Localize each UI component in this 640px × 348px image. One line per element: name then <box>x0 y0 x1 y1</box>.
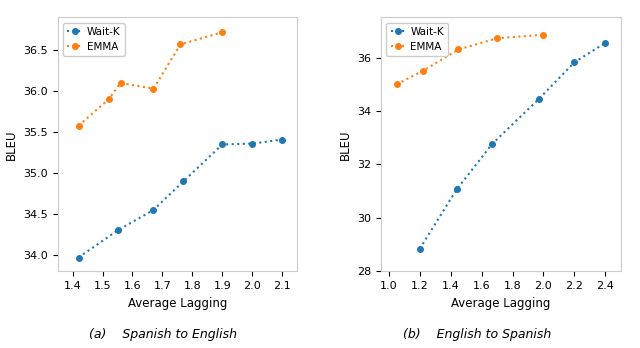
Wait-K <box>453 187 461 191</box>
EMMA <box>218 30 226 34</box>
EMMA <box>540 33 547 37</box>
Legend: Wait-K, EMMA: Wait-K, EMMA <box>387 23 448 56</box>
Legend: Wait-K, EMMA: Wait-K, EMMA <box>63 23 125 56</box>
EMMA <box>177 42 184 47</box>
X-axis label: Average Lagging: Average Lagging <box>451 297 550 310</box>
EMMA <box>493 36 501 40</box>
Wait-K <box>218 142 226 147</box>
Y-axis label: BLEU: BLEU <box>4 129 17 160</box>
EMMA <box>150 87 157 91</box>
Wait-K <box>602 41 609 45</box>
EMMA <box>105 97 113 101</box>
EMMA <box>116 81 124 85</box>
EMMA <box>393 82 401 86</box>
Wait-K <box>75 255 83 260</box>
Wait-K <box>114 228 122 232</box>
Wait-K <box>488 142 496 146</box>
Wait-K <box>180 179 188 183</box>
EMMA <box>419 69 427 73</box>
EMMA <box>454 47 462 52</box>
Text: (a)    Spanish to English: (a) Spanish to English <box>89 327 237 341</box>
X-axis label: Average Lagging: Average Lagging <box>128 297 227 310</box>
Wait-K <box>535 97 543 101</box>
Wait-K <box>571 60 579 64</box>
Text: (b)    English to Spanish: (b) English to Spanish <box>403 327 551 341</box>
Wait-K <box>248 142 256 146</box>
Line: Wait-K: Wait-K <box>76 137 285 260</box>
Y-axis label: BLEU: BLEU <box>339 129 351 160</box>
Wait-K <box>416 247 424 251</box>
Wait-K <box>150 208 157 212</box>
Wait-K <box>278 137 286 142</box>
Line: EMMA: EMMA <box>394 32 547 87</box>
Line: EMMA: EMMA <box>76 29 225 128</box>
Line: Wait-K: Wait-K <box>417 40 608 252</box>
EMMA <box>75 124 83 128</box>
